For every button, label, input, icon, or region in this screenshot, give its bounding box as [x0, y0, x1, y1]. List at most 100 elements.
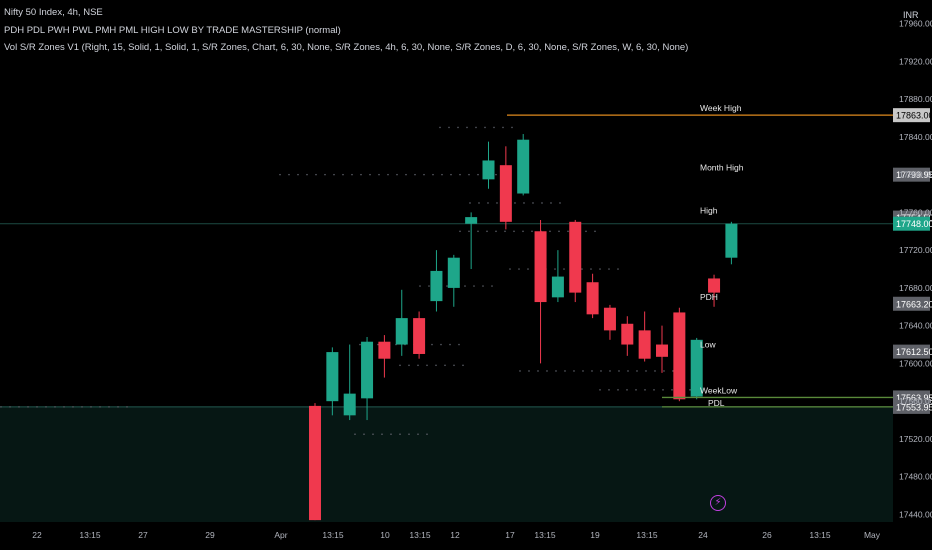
x-tick-label: 13:15: [409, 530, 431, 540]
sr-dot: [72, 406, 74, 408]
sr-dot: [531, 230, 533, 233]
sr-dot: [363, 433, 365, 436]
sr-dot: [426, 364, 428, 367]
sr-dot: [126, 406, 128, 408]
sr-dot: [54, 406, 56, 408]
last-price-tag-bg: [893, 216, 930, 231]
sr-dot: [444, 364, 446, 367]
sr-dot: [555, 370, 557, 372]
sr-dot: [608, 389, 610, 391]
sr-dot: [475, 126, 477, 129]
sr-dot: [408, 433, 410, 436]
last-price-tag: 17748.00: [896, 219, 932, 229]
sr-dot: [591, 370, 593, 372]
candle-up: [517, 139, 530, 194]
sr-dot: [378, 173, 380, 176]
sr-dot: [390, 433, 392, 436]
sr-zone-fill: [0, 406, 893, 522]
sr-dot: [441, 173, 443, 176]
sr-dot: [351, 173, 353, 176]
sr-dot: [419, 285, 421, 287]
x-tick-label: Apr: [274, 530, 287, 540]
sr-dot: [518, 268, 520, 270]
price-tag-weeklow: 17563.95: [896, 393, 932, 403]
sr-dot: [523, 202, 525, 204]
sr-dot: [482, 285, 484, 287]
sr-dot: [585, 230, 587, 233]
sr-dot: [527, 268, 529, 270]
sr-dot: [478, 202, 480, 204]
sr-dot: [532, 202, 534, 204]
sr-dot: [511, 126, 513, 129]
legend-indicator-sr-zones[interactable]: Vol S/R Zones V1 (Right, 15, Solid, 1, S…: [4, 42, 689, 53]
sr-dot: [493, 126, 495, 129]
sr-dot: [399, 364, 401, 367]
legend-symbol[interactable]: Nifty 50 Index, 4h, NSE: [4, 7, 103, 18]
candle-down: [603, 307, 616, 331]
sr-dot: [279, 173, 281, 176]
level-label-month-high: Month High: [700, 163, 744, 173]
sr-dot: [462, 364, 464, 367]
x-tick-label: May: [864, 530, 881, 540]
x-tick-label: 29: [205, 530, 215, 540]
price-tag-bg: [893, 399, 930, 414]
x-tick-label: 27: [138, 530, 148, 540]
sr-dot: [288, 173, 290, 176]
sr-dot: [546, 370, 548, 372]
sr-dot: [99, 406, 101, 408]
price-tag-bg: [893, 108, 930, 123]
sr-dot: [590, 268, 592, 270]
x-axis-bg: [0, 522, 932, 550]
legend-indicator-pdh-pdl[interactable]: PDH PDL PWH PWL PMH PML HIGH LOW BY TRAD…: [4, 24, 341, 36]
lightning-icon[interactable]: ⚡: [710, 495, 726, 511]
sr-dot: [117, 406, 119, 408]
sr-dot: [306, 173, 308, 176]
price-tag-week-high: 17863.00: [896, 111, 932, 121]
sr-dot: [45, 406, 47, 408]
y-tick-label: 17600.00: [899, 358, 932, 368]
sr-dot: [417, 433, 419, 436]
level-label-pdh: PDH: [700, 292, 718, 302]
sr-dot: [446, 285, 448, 287]
sr-dot: [459, 173, 461, 176]
sr-dot: [297, 173, 299, 176]
sr-dot: [663, 370, 665, 372]
y-tick-label: 17840.00: [899, 132, 932, 142]
sr-dot: [635, 389, 637, 391]
sr-dot: [431, 343, 433, 346]
level-label-low: Low: [700, 340, 716, 350]
sr-dot: [354, 433, 356, 436]
sr-dot: [448, 126, 450, 129]
sr-dot: [519, 370, 521, 372]
candle-down: [586, 282, 599, 315]
candle-up: [465, 217, 478, 224]
sr-dot: [496, 202, 498, 204]
sr-dot: [495, 173, 497, 176]
sr-dot: [459, 230, 461, 233]
sr-dot: [27, 406, 29, 408]
candle-up: [430, 270, 443, 302]
sr-dot: [645, 370, 647, 372]
candle-up: [690, 339, 703, 397]
candle-down: [413, 318, 426, 354]
sr-dot: [626, 389, 628, 391]
sr-dot: [435, 364, 437, 367]
sr-dot: [618, 370, 620, 372]
level-label-weeklow: WeekLow: [700, 385, 738, 395]
sr-dot: [9, 406, 11, 408]
x-tick-label: 13:15: [534, 530, 556, 540]
sr-dot: [654, 370, 656, 372]
sr-dot: [18, 406, 20, 408]
price-tag-bg: [893, 167, 930, 182]
sr-dot: [387, 173, 389, 176]
sr-dot: [662, 389, 664, 391]
sr-dot: [559, 202, 561, 204]
sr-dot: [372, 433, 374, 436]
sr-dot: [513, 230, 515, 233]
sr-dot: [541, 202, 543, 204]
y-tick-label: 17920.00: [899, 56, 932, 66]
sr-dot: [509, 268, 511, 270]
x-tick-label: 13:15: [79, 530, 101, 540]
sr-dot: [369, 173, 371, 176]
